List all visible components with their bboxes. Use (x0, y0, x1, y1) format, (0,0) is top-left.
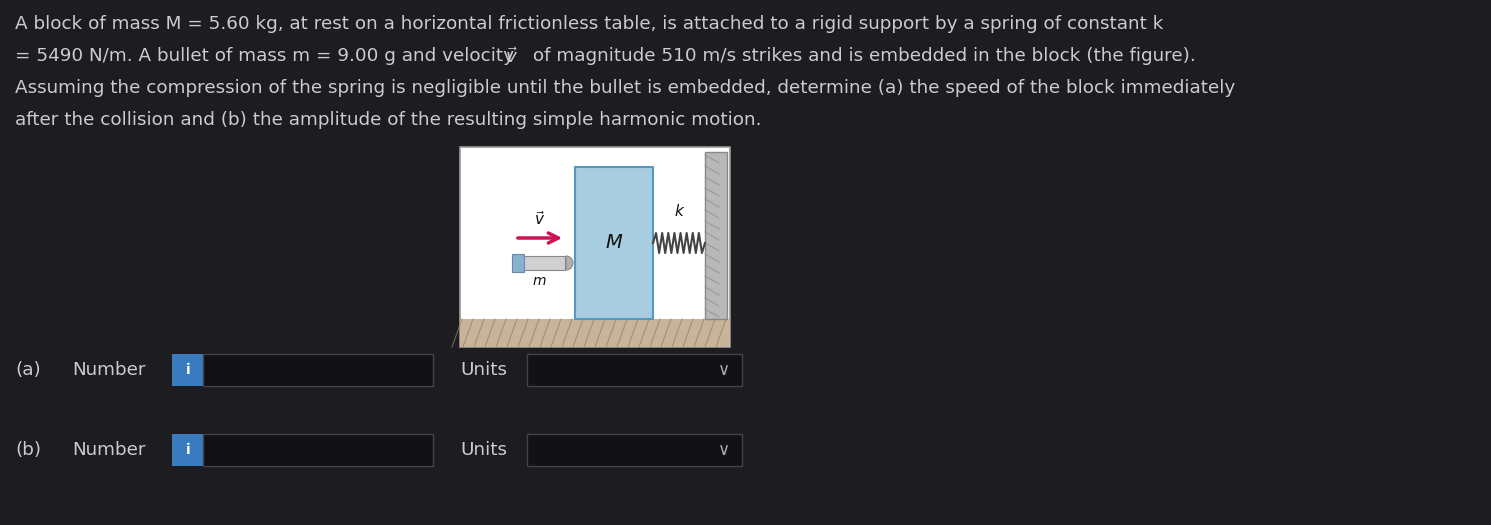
Bar (511, 254, 523, 272)
Bar (203, 434, 432, 466)
Text: = 5490 N/m. A bullet of mass m = 9.00 g and velocity: = 5490 N/m. A bullet of mass m = 9.00 g … (15, 47, 520, 65)
Bar (461, 319, 731, 347)
Text: $\vec{v}$: $\vec{v}$ (505, 47, 517, 67)
Text: ∨: ∨ (719, 361, 731, 379)
Bar (519, 256, 565, 270)
Text: k: k (674, 204, 683, 219)
Bar (705, 152, 728, 319)
Bar (171, 434, 204, 466)
Bar (526, 434, 743, 466)
Text: (b): (b) (15, 441, 42, 459)
Text: Assuming the compression of the spring is negligible until the bullet is embedde: Assuming the compression of the spring i… (15, 79, 1235, 97)
Text: (a): (a) (15, 361, 40, 379)
Text: Units: Units (461, 361, 507, 379)
Text: $\vec{v}$: $\vec{v}$ (534, 210, 546, 228)
Text: of magnitude 510 m/s strikes and is embedded in the block (the figure).: of magnitude 510 m/s strikes and is embe… (526, 47, 1196, 65)
Text: Number: Number (72, 441, 146, 459)
Wedge shape (567, 256, 573, 270)
Bar (461, 147, 731, 347)
Text: i: i (186, 443, 191, 457)
Text: M: M (605, 234, 622, 253)
Bar (171, 354, 204, 386)
Bar (526, 354, 743, 386)
Bar (576, 167, 653, 319)
Bar (203, 354, 432, 386)
Text: A block of mass M = 5.60 kg, at rest on a horizontal frictionless table, is atta: A block of mass M = 5.60 kg, at rest on … (15, 15, 1163, 33)
Text: i: i (186, 363, 191, 377)
Text: m: m (532, 274, 546, 288)
Text: Units: Units (461, 441, 507, 459)
Text: ∨: ∨ (719, 441, 731, 459)
Text: after the collision and (b) the amplitude of the resulting simple harmonic motio: after the collision and (b) the amplitud… (15, 111, 762, 129)
Text: Number: Number (72, 361, 146, 379)
